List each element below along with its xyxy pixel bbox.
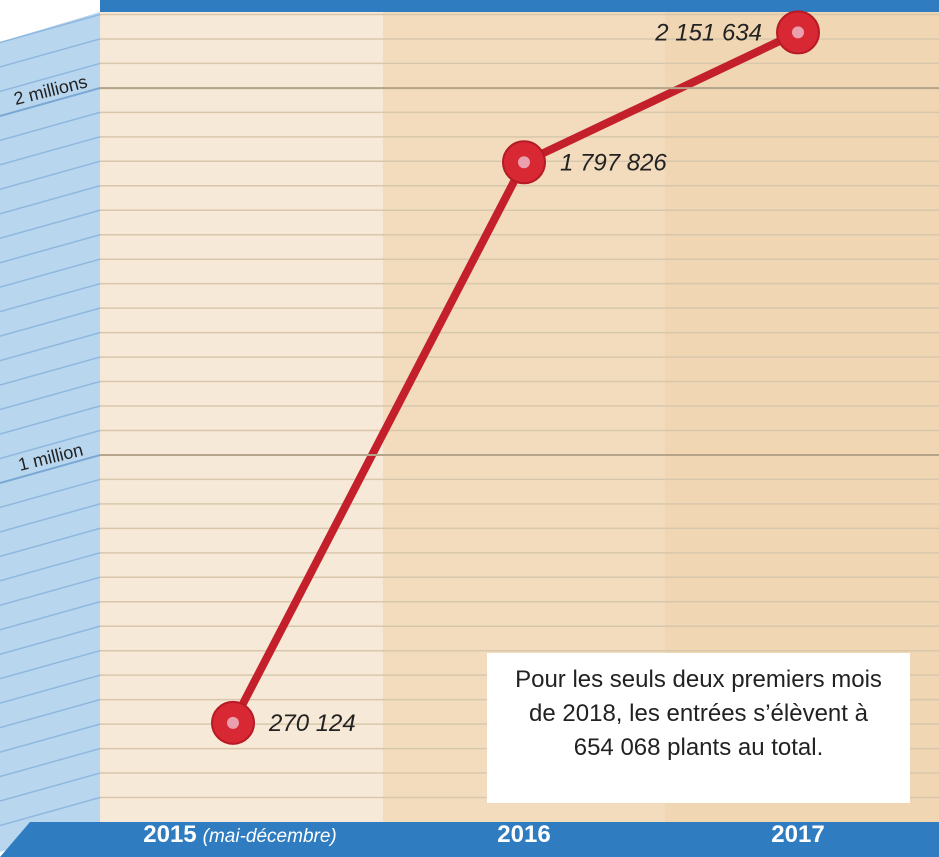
category-note: (mai-décembre) [203, 826, 337, 847]
data-label: 2 151 634 [654, 19, 762, 46]
annotation-line: Pour les seuls deux premiers mois [487, 663, 910, 697]
data-point-center [792, 26, 804, 38]
data-label: 270 124 [268, 710, 356, 737]
left-wall [0, 12, 100, 852]
top-bar [100, 0, 939, 12]
annotation-line: de 2018, les entrées s’élèvent à [487, 697, 910, 731]
annotation-line: 654 068 plants au total. [487, 731, 910, 765]
data-label: 1 797 826 [560, 149, 667, 176]
data-point-center [518, 156, 530, 168]
category: 2017 [771, 821, 824, 848]
category: 2015 [143, 821, 196, 848]
category: 2016 [497, 821, 550, 848]
x-tick-label: 2017 [771, 821, 824, 848]
data-point-center [227, 717, 239, 729]
page: 270 1241 797 8262 151 634 1 million2 mil… [0, 0, 939, 857]
x-tick-label: 2015 (mai-décembre) [143, 821, 336, 848]
x-tick-label: 2016 [497, 821, 550, 848]
